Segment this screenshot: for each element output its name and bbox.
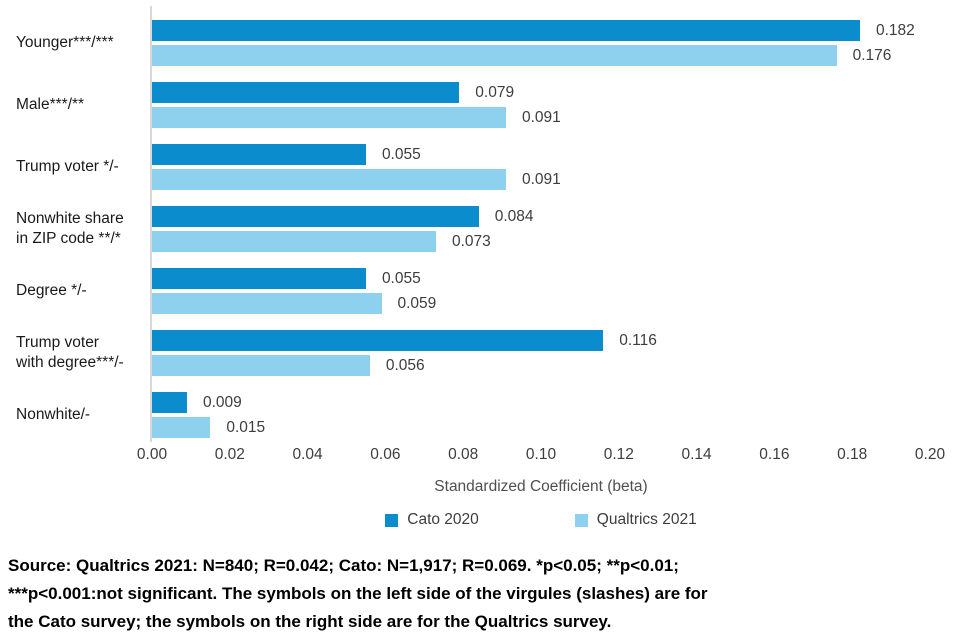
x-axis-title: Standardized Coefficient (beta) xyxy=(434,478,648,495)
legend-label: Cato 2020 xyxy=(407,511,479,528)
bar-qualtrics-2021 xyxy=(152,169,506,190)
legend-label: Qualtrics 2021 xyxy=(596,511,697,528)
bar-qualtrics-2021 xyxy=(152,355,370,376)
bar-cato-2020 xyxy=(152,206,479,227)
bar-row: 0.056 xyxy=(152,355,930,376)
category-label: Trump voter */- xyxy=(16,158,119,175)
bar-cato-2020 xyxy=(152,268,366,289)
category-label: Younger***/*** xyxy=(16,34,114,51)
grouped-bar-chart: Younger***/*** 0.182 0.176 Male***/** 0.079 0… xyxy=(0,6,960,530)
bar-value-label: 0.176 xyxy=(852,46,892,64)
x-tick-label: 0.10 xyxy=(525,446,557,463)
category-label: Nonwhite/- xyxy=(16,406,91,423)
x-tick-label: 0.14 xyxy=(681,446,712,463)
chart-group: Male***/** 0.079 0.091 xyxy=(0,82,960,128)
bar-row: 0.091 xyxy=(152,169,930,190)
bar-pair: 0.055 0.091 xyxy=(152,144,930,190)
x-tick-label: 0.02 xyxy=(214,446,245,463)
bar-pair: 0.079 0.091 xyxy=(152,82,930,128)
bar-row: 0.182 xyxy=(152,20,930,41)
x-tick-label: 0.00 xyxy=(136,446,168,463)
chart-group: Nonwhite share in ZIP code **/* 0.084 0.07… xyxy=(0,206,960,252)
bar-row: 0.055 xyxy=(152,144,930,165)
bar-value-label: 0.091 xyxy=(521,108,561,126)
category-label: Nonwhite share in ZIP code **/* xyxy=(16,210,124,247)
bar-qualtrics-2021 xyxy=(152,417,211,438)
bar-pair: 0.009 0.015 xyxy=(152,392,930,438)
x-axis-ticks: 0.00 0.02 0.04 0.06 0.08 0.10 0.12 0.14 0.16 0.18… xyxy=(137,446,945,464)
chart-group: Degree */- 0.055 0.059 xyxy=(0,268,960,314)
source-note: Source: Qualtrics 2021: N=840; R=0.042; … xyxy=(8,556,708,631)
bar-row: 0.091 xyxy=(152,107,930,128)
bar-value-label: 0.116 xyxy=(619,331,657,349)
bar-value-label: 0.091 xyxy=(521,170,561,188)
legend-swatch-icon xyxy=(574,513,588,527)
bar-row: 0.059 xyxy=(152,293,930,314)
bar-qualtrics-2021 xyxy=(152,107,506,128)
bar-row: 0.073 xyxy=(152,231,930,252)
bar-value-label: 0.059 xyxy=(397,294,437,312)
bar-value-label: 0.015 xyxy=(226,418,266,436)
legend-swatch-icon xyxy=(385,513,399,527)
category-label: Male***/** xyxy=(16,96,85,113)
chart-group: Younger***/*** 0.182 0.176 xyxy=(0,20,960,66)
chart-plot-area: Younger***/*** 0.182 0.176 Male***/** 0.079 0… xyxy=(0,20,960,438)
bar-value-label: 0.079 xyxy=(475,83,515,101)
bar-cato-2020 xyxy=(152,330,604,351)
bar-qualtrics-2021 xyxy=(152,45,837,66)
bar-row: 0.116 xyxy=(152,330,930,351)
bar-cato-2020 xyxy=(152,82,460,103)
chart-group: Nonwhite/- 0.009 0.015 xyxy=(0,392,960,438)
bar-row: 0.015 xyxy=(152,417,930,438)
legend: Cato 2020 Qualtrics 2021 xyxy=(152,510,930,530)
y-axis-line xyxy=(150,6,152,442)
bar-pair: 0.116 0.056 xyxy=(152,330,930,376)
bar-value-label: 0.182 xyxy=(875,21,915,39)
bar-row: 0.009 xyxy=(152,392,930,413)
bar-pair: 0.055 0.059 xyxy=(152,268,930,314)
bar-value-label: 0.055 xyxy=(381,145,421,163)
bar-cato-2020 xyxy=(152,20,860,41)
bar-pair: 0.084 0.073 xyxy=(152,206,930,252)
bar-value-label: 0.084 xyxy=(494,207,534,225)
bar-cato-2020 xyxy=(152,392,187,413)
x-tick-label: 0.20 xyxy=(914,446,946,463)
bar-value-label: 0.073 xyxy=(451,232,491,250)
bar-value-label: 0.009 xyxy=(203,393,242,411)
bar-qualtrics-2021 xyxy=(152,231,436,252)
bar-value-label: 0.055 xyxy=(381,269,421,287)
bar-cato-2020 xyxy=(152,144,366,165)
x-tick-label: 0.18 xyxy=(837,446,868,463)
bar-qualtrics-2021 xyxy=(152,293,382,314)
bar-row: 0.176 xyxy=(152,45,930,66)
bar-row: 0.055 xyxy=(152,268,930,289)
chart-group: Trump voter with degree***/- 0.116 0.056 xyxy=(0,330,960,376)
x-tick-label: 0.16 xyxy=(759,446,790,463)
category-label: Trump voter with degree***/- xyxy=(16,334,124,371)
x-tick-label: 0.06 xyxy=(370,446,401,463)
legend-item: Cato 2020 xyxy=(385,511,479,529)
legend-item: Qualtrics 2021 xyxy=(574,511,697,529)
bar-pair: 0.182 0.176 xyxy=(152,20,930,66)
bar-value-label: 0.056 xyxy=(385,356,425,374)
x-tick-label: 0.08 xyxy=(448,446,479,463)
bar-row: 0.079 xyxy=(152,82,930,103)
bar-row: 0.084 xyxy=(152,206,930,227)
category-label: Degree */- xyxy=(16,282,87,299)
x-tick-label: 0.04 xyxy=(292,446,323,463)
chart-group: Trump voter */- 0.055 0.091 xyxy=(0,144,960,190)
x-tick-label: 0.12 xyxy=(603,446,634,463)
